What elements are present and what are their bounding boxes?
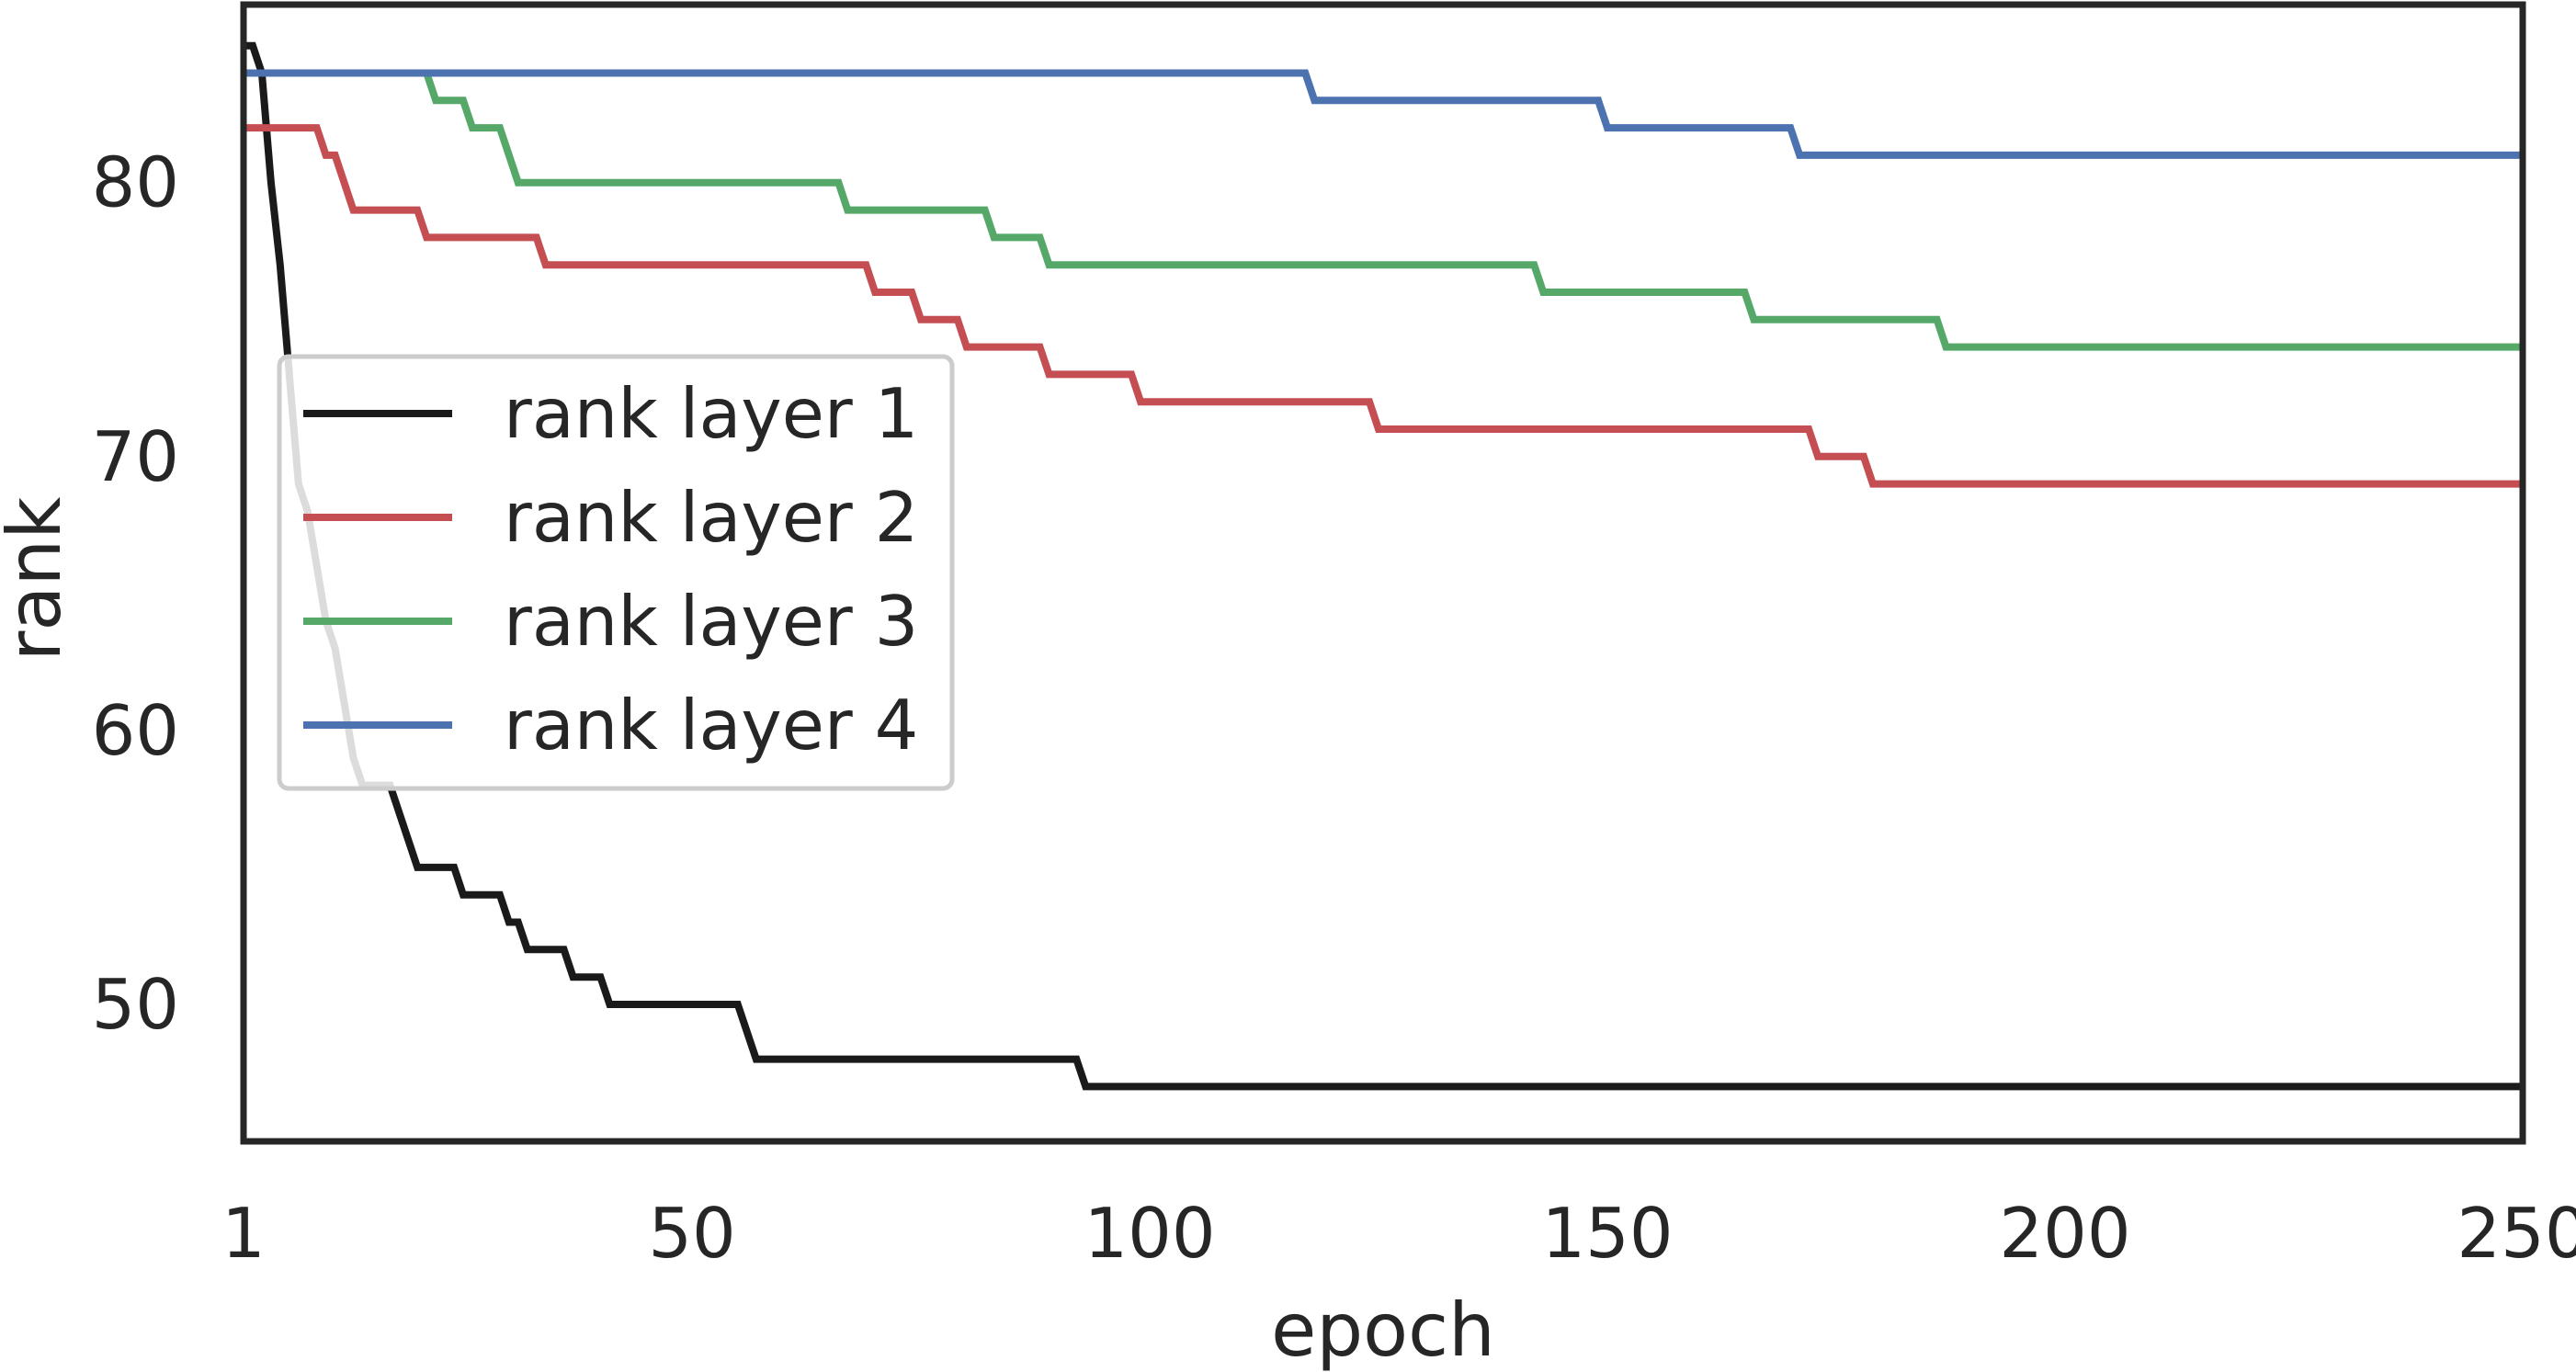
x-tick-label: 200 — [1999, 1193, 2130, 1274]
legend-label-2: rank layer 2 — [504, 477, 918, 558]
series-line-2 — [244, 124, 2523, 488]
x-tick-label: 50 — [648, 1193, 735, 1274]
x-tick-label: 100 — [1084, 1193, 1215, 1274]
y-axis-label: rank — [0, 496, 77, 662]
plot-frame — [240, 1, 2526, 1145]
x-tick-labels: 1 50 100 150 200 250 — [221, 1193, 2576, 1274]
y-tick-label: 70 — [92, 416, 179, 497]
legend-label-3: rank layer 3 — [504, 581, 918, 662]
x-tick-label: 150 — [1541, 1193, 1673, 1274]
x-axis-label: epoch — [1271, 1287, 1495, 1372]
series-line-3 — [244, 69, 2523, 351]
legend-label-4: rank layer 4 — [504, 685, 918, 765]
y-tick-label: 80 — [92, 142, 179, 223]
x-tick-label: 1 — [221, 1193, 266, 1274]
series-line-4 — [244, 69, 2523, 159]
y-tick-label: 50 — [92, 964, 179, 1045]
y-tick-label: 60 — [92, 690, 179, 771]
legend: rank layer 1 rank layer 2 rank layer 3 rank… — [277, 354, 955, 791]
y-tick-labels: 50 60 70 80 — [92, 142, 179, 1045]
legend-box — [277, 354, 955, 791]
x-tick-label: 250 — [2457, 1193, 2576, 1274]
legend-label-1: rank layer 1 — [504, 373, 918, 454]
